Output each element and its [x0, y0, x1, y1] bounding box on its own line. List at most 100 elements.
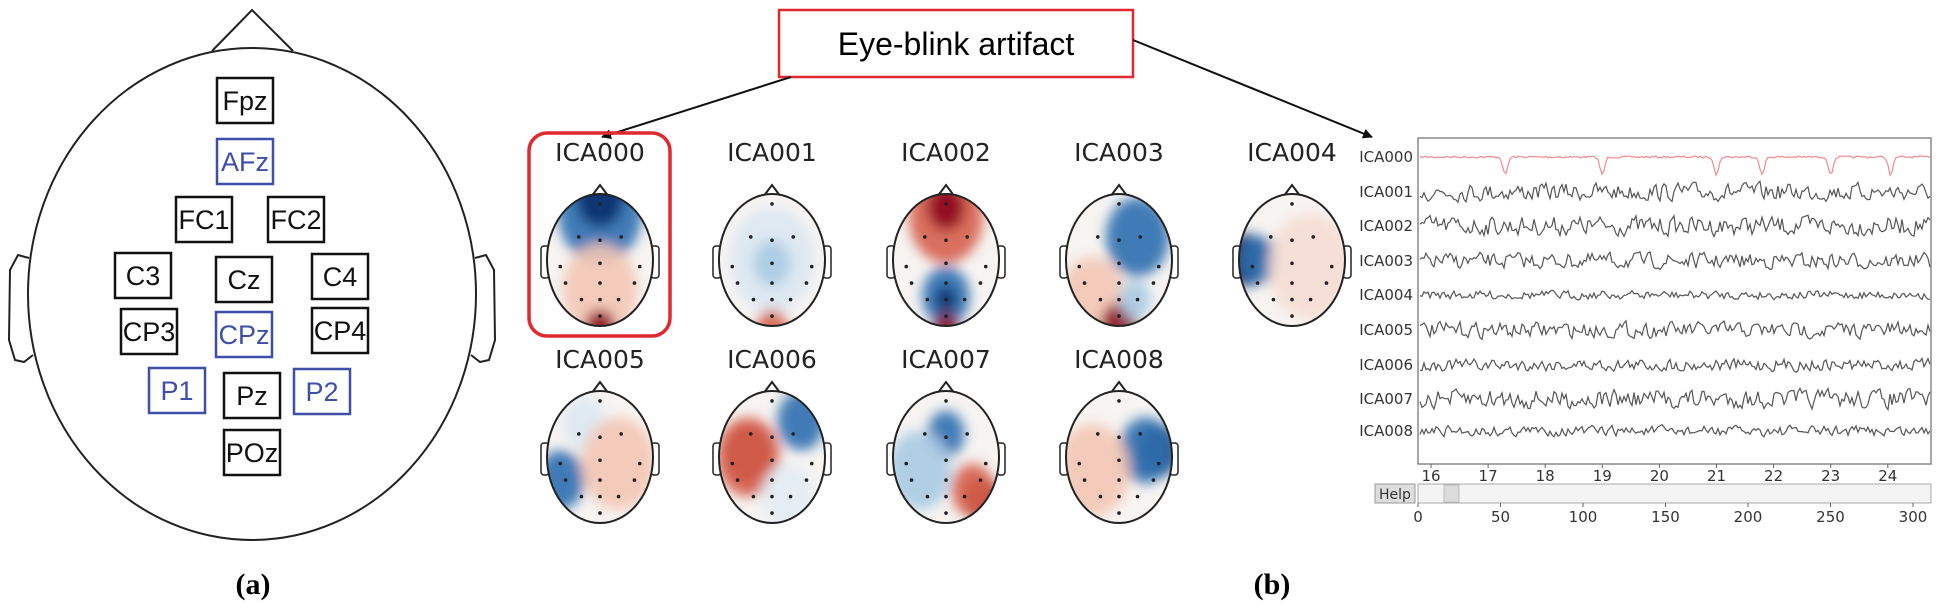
sensor-dot — [598, 202, 602, 206]
sensor-dot — [925, 297, 930, 302]
topomap-ica007[interactable]: ICA007 — [886, 345, 1006, 524]
sensor-dot — [598, 511, 602, 515]
topomap-ica005[interactable]: ICA005 — [536, 345, 660, 524]
topomap-title: ICA008 — [1074, 345, 1164, 374]
time-scrollbar[interactable] — [1417, 483, 1932, 504]
electrode-pz: Pz — [222, 371, 282, 420]
sensor-dot — [978, 281, 983, 285]
sensor-dot — [1290, 314, 1294, 318]
sensor-dot — [598, 281, 602, 285]
sensor-dot — [563, 478, 568, 482]
head-diagram: Fpz AFz FC1 FC2 C3 Cz C4 CP3 CPz CP4 P1 Pz P2 POz — [7, 8, 497, 541]
trace-ica008 — [1419, 423, 1931, 438]
activation-region — [893, 430, 952, 510]
sensor-dot — [770, 399, 774, 403]
sensor-dot — [1138, 235, 1142, 239]
head-outline — [546, 390, 654, 524]
sensor-dot — [1082, 281, 1087, 285]
sensor-dot — [944, 478, 948, 482]
time-tick-label: 17 — [1479, 467, 1498, 485]
electrode-box — [119, 307, 179, 356]
sensor-dot — [1077, 264, 1082, 269]
sensor-dot — [904, 461, 909, 466]
sensor-dot — [598, 297, 602, 302]
time-tick-label: 16 — [1421, 467, 1440, 485]
topomap-ica000[interactable]: ICA000 — [540, 138, 660, 349]
trace-ica001 — [1419, 180, 1931, 204]
sensor-dot — [616, 297, 621, 302]
sensor-dot — [579, 297, 584, 302]
topomap-title: ICA006 — [727, 345, 817, 374]
sensor-dot — [577, 235, 581, 239]
electrode-box — [310, 306, 370, 355]
sensor-dot — [770, 261, 774, 266]
topomap-ica004[interactable]: ICA004 — [1226, 138, 1353, 327]
trace-ica004 — [1419, 289, 1931, 301]
activation-region — [1268, 213, 1345, 320]
activation-region — [576, 194, 624, 228]
electrode-label: Cz — [228, 265, 261, 295]
scrollbar-thumb[interactable] — [1443, 484, 1460, 503]
sensor-dot — [909, 281, 914, 285]
sensor-dot — [1269, 235, 1273, 239]
topomap-title: ICA004 — [1247, 138, 1337, 167]
head-outline — [27, 47, 477, 541]
sensor-dot — [1098, 494, 1103, 499]
sensor-dot — [1290, 202, 1294, 206]
electrode-box — [215, 137, 275, 186]
sensor-dot — [788, 297, 793, 302]
trace-label-ica002: ICA002 — [1359, 217, 1413, 235]
sensor-dot — [735, 478, 740, 482]
sensor-dot — [770, 435, 774, 440]
sensor-dot — [1096, 432, 1100, 436]
sensor-dot — [1151, 478, 1156, 482]
left-ear-icon — [7, 253, 34, 364]
activation-region — [932, 312, 960, 326]
trace-label-ica003: ICA003 — [1359, 252, 1413, 270]
topomap-title: ICA002 — [901, 138, 991, 167]
sensor-dot — [1135, 494, 1140, 499]
topomap-ica001[interactable]: ICA001 — [712, 138, 832, 349]
topomap-ica002[interactable]: ICA002 — [886, 138, 1006, 346]
sensor-dot — [632, 281, 637, 285]
scroll-tick-label: 200 — [1734, 508, 1763, 526]
sensor-dot — [1117, 399, 1121, 403]
sensor-dot — [1138, 432, 1142, 436]
activation-region — [756, 309, 788, 326]
sensor-dot — [1271, 297, 1276, 302]
electrode-cpz: CPz — [214, 310, 274, 359]
activation-region — [951, 463, 994, 517]
electrode-label: CP4 — [314, 316, 367, 346]
electrode-box — [266, 195, 326, 244]
panel-b-label: (b) — [1254, 568, 1291, 601]
topomap-title: ICA007 — [901, 345, 991, 374]
sensor-dot — [1096, 235, 1100, 239]
topomap-ica008[interactable]: ICA008 — [1055, 345, 1180, 524]
trace-ica003 — [1419, 250, 1931, 271]
sensor-dot — [632, 478, 637, 482]
electrode-box — [222, 371, 282, 420]
sensor-dot — [563, 281, 568, 285]
sensor-dot — [1098, 297, 1103, 302]
electrode-fc1: FC1 — [174, 195, 234, 244]
sensor-dot — [983, 264, 988, 269]
scroll-tick-label: 150 — [1651, 508, 1680, 526]
sensor-dot — [1151, 281, 1156, 285]
topomap-ica003[interactable]: ICA003 — [1059, 138, 1179, 349]
sensor-dot — [944, 511, 948, 515]
sensor-dot — [770, 494, 774, 499]
sensor-dot — [944, 399, 948, 403]
sensor-dot — [809, 264, 814, 269]
sensor-dot — [770, 478, 774, 482]
sensor-dot — [749, 432, 753, 436]
head-outline — [1238, 193, 1346, 327]
electrode-label: AFz — [221, 147, 269, 177]
trace-panel: ICA000 ICA001 ICA002 ICA003 ICA004 ICA005 ICA0… — [1359, 137, 1932, 526]
topomap-ica006[interactable]: ICA006 — [712, 345, 832, 530]
electrode-label: POz — [226, 438, 279, 468]
activation-region — [1119, 417, 1172, 484]
sensor-dot — [770, 511, 774, 515]
activation-region — [719, 417, 780, 497]
help-button[interactable] — [1374, 483, 1416, 504]
